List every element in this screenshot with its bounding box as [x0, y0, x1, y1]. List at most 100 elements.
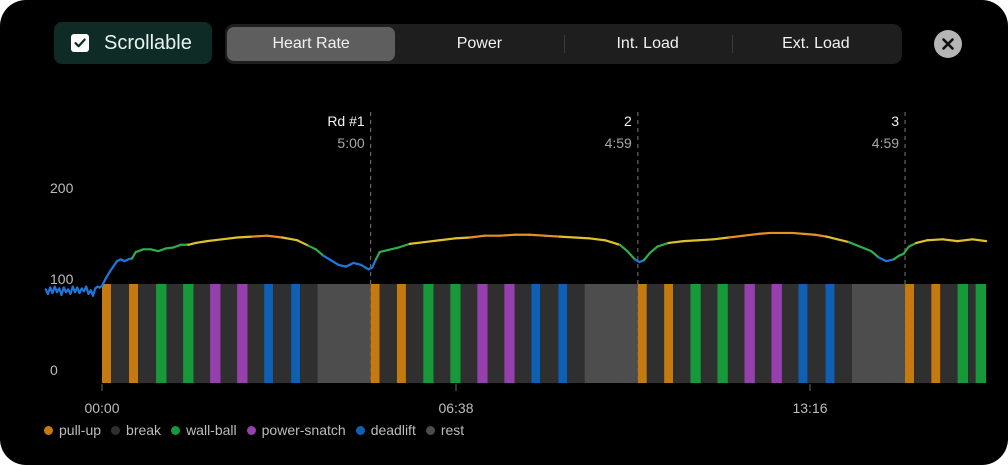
tab-label: Heart Rate: [272, 35, 350, 52]
heart-rate-segment: [847, 240, 862, 248]
tab-label: Int. Load: [616, 35, 679, 52]
heart-rate-segment: [251, 234, 269, 238]
heart-rate-segment: [157, 247, 167, 253]
heart-rate-segment: [149, 248, 160, 253]
heart-rate-segment: [941, 238, 959, 243]
tab-int-load[interactable]: Int. Load: [563, 27, 732, 61]
round-marker-time: 4:59: [872, 135, 899, 151]
heart-rate-segment: [172, 243, 182, 249]
heart-rate-segment: [408, 240, 426, 245]
heart-rate-segment: [926, 238, 944, 242]
tab-power[interactable]: Power: [395, 27, 563, 61]
heart-rate-segment: [558, 235, 576, 239]
activity-block-break: [247, 284, 265, 383]
heart-rate-segment: [104, 270, 111, 280]
activity-block-wall-ball: [975, 284, 987, 383]
heart-rate-segment: [296, 239, 310, 247]
heart-rate-segment: [371, 258, 378, 269]
heart-rate-segment: [528, 233, 546, 237]
heart-rate-segment: [352, 261, 363, 266]
heart-rate-segment: [588, 237, 606, 242]
heart-rate-segment: [603, 239, 621, 246]
close-button[interactable]: [934, 30, 962, 58]
legend-label: power-snatch: [261, 422, 346, 438]
activity-block-power-snatch: [477, 284, 488, 383]
legend-item-power-snatch: power-snatch: [246, 422, 346, 438]
heart-rate-segment: [386, 246, 400, 252]
heart-rate-segment: [697, 238, 715, 242]
round-marker-label: 2: [624, 113, 632, 129]
heart-rate-segment: [397, 242, 411, 249]
scrollable-toggle[interactable]: Scrollable: [54, 22, 212, 64]
heart-rate-segment: [359, 263, 370, 271]
heart-rate-segment: [164, 246, 175, 250]
legend-dot-icon: [171, 425, 181, 435]
heart-rate-segment: [91, 287, 97, 297]
activity-block-break: [138, 284, 157, 383]
activity-block-power-snatch: [504, 284, 515, 383]
y-tick-100: 100: [50, 271, 74, 287]
activity-block-pull-up: [931, 284, 941, 383]
heart-rate-segment: [543, 234, 561, 238]
heart-rate-segment: [307, 244, 317, 251]
activity-block-power-snatch: [771, 284, 782, 383]
tab-label: Power: [456, 35, 503, 52]
activity-block-wall-ball: [183, 284, 194, 383]
legend-dot-icon: [111, 425, 121, 435]
heart-rate-segment: [344, 261, 355, 268]
heart-rate-segment: [438, 237, 456, 242]
tab-ext-load[interactable]: Ext. Load: [731, 27, 900, 61]
heart-rate-segment: [130, 250, 137, 260]
legend-item-wall-ball: wall-ball: [171, 422, 237, 438]
heart-rate-segment: [915, 239, 929, 245]
heart-rate-segment: [626, 250, 636, 261]
activity-block-break: [193, 284, 211, 383]
activity-block-break: [646, 284, 665, 383]
activity-block-wall-ball: [423, 284, 434, 383]
close-icon: [942, 38, 954, 50]
heart-rate-segment: [329, 259, 340, 266]
heart-rate-segment: [100, 277, 107, 287]
heart-rate-segment: [802, 232, 817, 236]
heart-rate-segment: [836, 238, 850, 244]
heart-rate-segment: [266, 234, 284, 239]
chart-legend: pull-up break wall-ball power-snatch deadlif…: [44, 422, 474, 438]
activity-block-wall-ball: [690, 284, 701, 383]
activity-block-wall-ball: [717, 284, 728, 383]
heart-rate-segment: [322, 254, 333, 262]
activity-block-break: [834, 284, 852, 383]
activity-block-wall-ball: [156, 284, 167, 383]
round-marker-time: 4:59: [605, 135, 632, 151]
heart-rate-segment: [453, 236, 471, 240]
heart-rate-segment: [374, 250, 381, 261]
activity-block-break: [405, 284, 424, 383]
activity-block-pull-up: [129, 284, 139, 383]
activity-block-deadlift: [825, 284, 835, 383]
activity-block-pull-up: [370, 284, 380, 383]
activity-block-break: [700, 284, 718, 383]
activity-block-pull-up: [664, 284, 674, 383]
activity-block-break: [807, 284, 826, 383]
heart-rate-segment: [971, 238, 988, 243]
activity-block-wall-ball: [957, 284, 969, 383]
heart-rate-segment: [648, 245, 659, 255]
heart-rate-segment: [205, 238, 224, 243]
tab-heart-rate[interactable]: Heart Rate: [227, 27, 396, 61]
heart-rate-segment: [112, 260, 119, 268]
activity-block-break: [914, 284, 932, 383]
heart-rate-segment: [468, 234, 486, 239]
activity-block-break: [220, 284, 238, 383]
activity-block-break: [940, 284, 958, 383]
activity-block-break: [379, 284, 397, 383]
checkbox-checked-icon[interactable]: [71, 34, 89, 52]
round-marker-label: Rd #1: [327, 113, 365, 129]
activity-block-pull-up: [102, 284, 112, 383]
heart-rate-segment: [712, 236, 730, 241]
activity-block-deadlift: [291, 284, 301, 383]
legend-item-deadlift: deadlift: [355, 422, 416, 438]
activity-block-deadlift: [558, 284, 568, 383]
metric-tabs: Heart Rate Power Int. Load Ext. Load: [225, 24, 902, 64]
legend-label: pull-up: [59, 422, 102, 438]
activity-block-break: [727, 284, 745, 383]
